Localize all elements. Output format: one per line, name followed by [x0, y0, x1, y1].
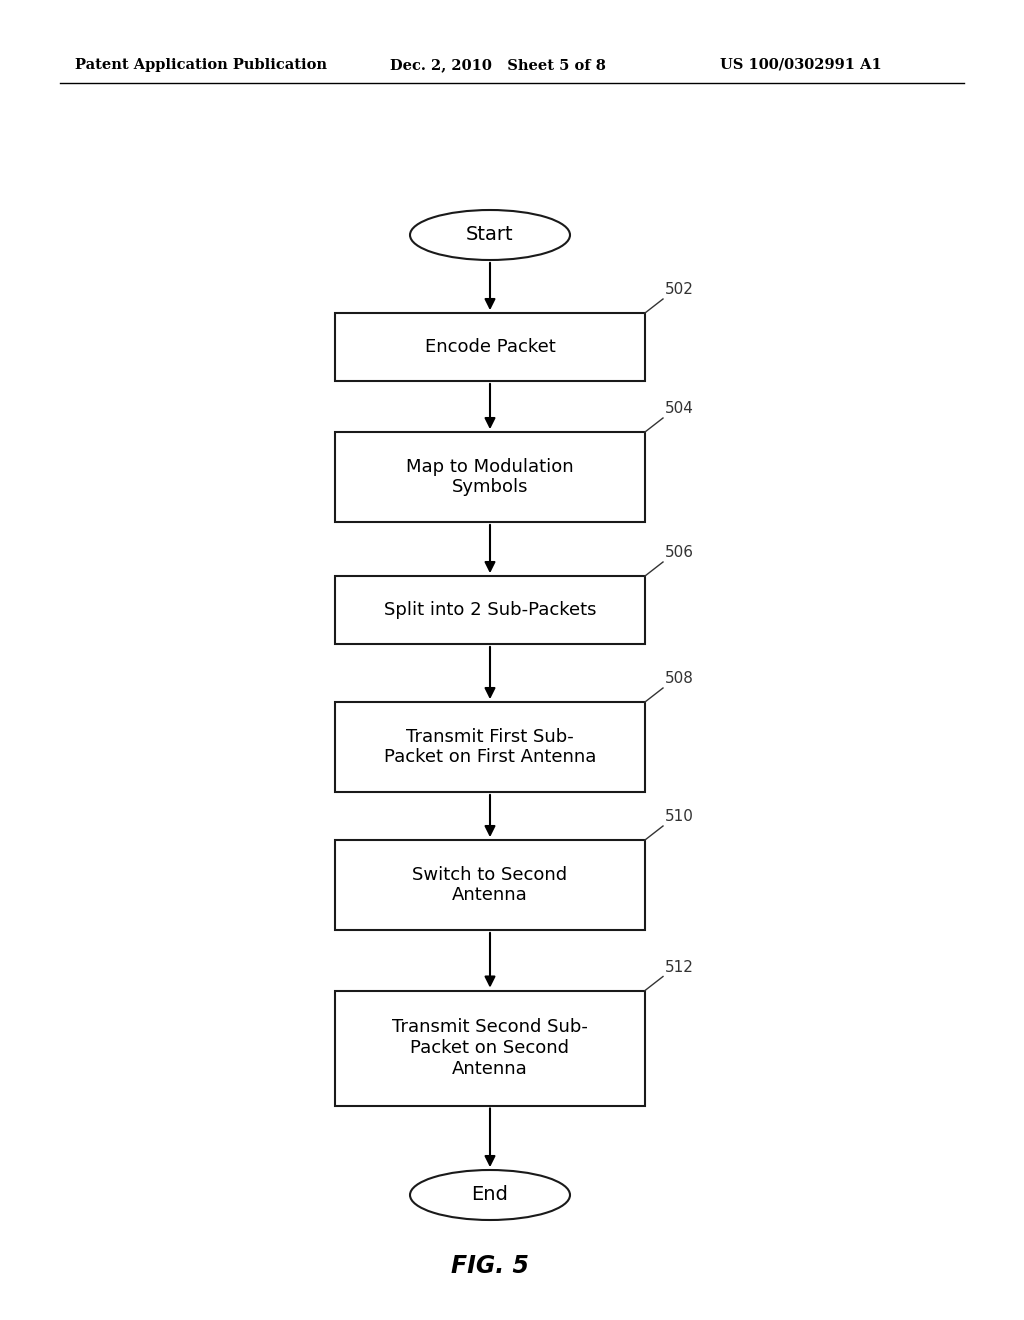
- Text: Encode Packet: Encode Packet: [425, 338, 555, 356]
- FancyBboxPatch shape: [335, 702, 645, 792]
- Text: 512: 512: [665, 960, 694, 974]
- FancyBboxPatch shape: [335, 576, 645, 644]
- Text: Start: Start: [466, 226, 514, 244]
- FancyBboxPatch shape: [335, 990, 645, 1106]
- Ellipse shape: [410, 210, 570, 260]
- Text: Map to Modulation
Symbols: Map to Modulation Symbols: [407, 458, 573, 496]
- Text: Patent Application Publication: Patent Application Publication: [75, 58, 327, 73]
- Text: Split into 2 Sub-Packets: Split into 2 Sub-Packets: [384, 601, 596, 619]
- Text: Transmit First Sub-
Packet on First Antenna: Transmit First Sub- Packet on First Ante…: [384, 727, 596, 767]
- Text: End: End: [472, 1185, 509, 1204]
- Text: 508: 508: [665, 671, 694, 686]
- FancyBboxPatch shape: [335, 313, 645, 381]
- FancyBboxPatch shape: [335, 432, 645, 521]
- Text: Dec. 2, 2010   Sheet 5 of 8: Dec. 2, 2010 Sheet 5 of 8: [390, 58, 606, 73]
- Text: FIG. 5: FIG. 5: [451, 1254, 529, 1278]
- Text: 504: 504: [665, 401, 694, 416]
- Text: 506: 506: [665, 545, 694, 560]
- FancyBboxPatch shape: [335, 840, 645, 931]
- Text: US 100/0302991 A1: US 100/0302991 A1: [720, 58, 882, 73]
- Text: Switch to Second
Antenna: Switch to Second Antenna: [413, 866, 567, 904]
- Ellipse shape: [410, 1170, 570, 1220]
- Text: 510: 510: [665, 809, 694, 824]
- Text: 502: 502: [665, 282, 694, 297]
- Text: Transmit Second Sub-
Packet on Second
Antenna: Transmit Second Sub- Packet on Second An…: [392, 1018, 588, 1078]
